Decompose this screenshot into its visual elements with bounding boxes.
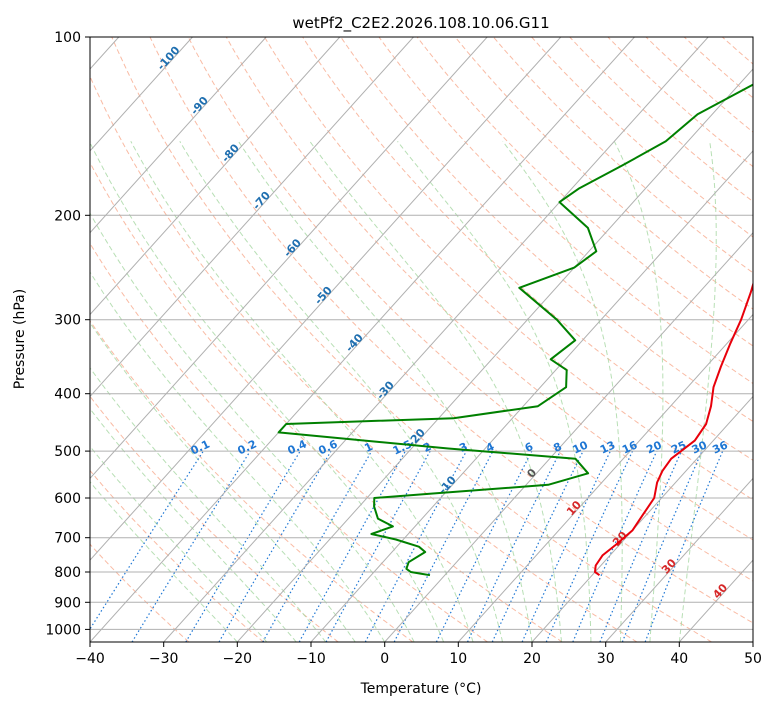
mixing-ratio-label: 36 (710, 438, 730, 456)
y-tick-label: 100 (54, 30, 81, 46)
dry-adiabat-line (187, 37, 753, 582)
isotherm-line (90, 37, 341, 316)
y-tick-label: 900 (54, 595, 81, 611)
x-tick-label: 0 (380, 651, 389, 667)
mixing-ratio-label: 16 (620, 438, 640, 456)
mixing-ratio-line (621, 450, 703, 642)
dry-adiabat-line (416, 37, 753, 347)
mixing-ratio-line (435, 450, 533, 642)
axes: −40 −30 −20 −10 0 10 20 30 40 50 1000 900 800 700 600 5… (45, 30, 762, 667)
mixing-ratio-line (298, 450, 406, 642)
mixing-ratio-line (90, 450, 204, 631)
y-tick-label: 400 (54, 387, 81, 403)
y-tick-label: 300 (54, 313, 81, 329)
isotherm-line (163, 37, 709, 642)
isotherm-line (384, 232, 753, 642)
mixing-ratio-label: 10 (571, 438, 591, 456)
x-tick-label: 50 (744, 651, 762, 667)
dry-adiabat-line (90, 161, 563, 642)
dry-adiabat-line (149, 37, 753, 624)
y-axis-label: Pressure (hPa) (12, 289, 28, 389)
dry-adiabat-line (90, 242, 488, 642)
temperature-profile-line (594, 281, 753, 577)
mixing-ratio-label: 20 (644, 438, 664, 456)
isotherm-line (90, 37, 267, 234)
y-tick-label: 600 (54, 491, 81, 507)
x-tick-label: −30 (149, 651, 179, 667)
y-tick-label: 1000 (45, 622, 81, 638)
isotherms (90, 37, 753, 642)
y-tick-label: 500 (54, 444, 81, 460)
dry-adiabat-line (340, 37, 753, 423)
x-tick-label: −20 (223, 651, 253, 667)
profile-series (277, 83, 753, 577)
x-tick-label: −10 (296, 651, 326, 667)
isotherm-line (90, 37, 562, 561)
dry-adiabat-line (90, 469, 264, 642)
x-axis-label: Temperature (°C) (360, 681, 482, 697)
x-tick-label: 20 (523, 651, 541, 667)
mixing-ratio-label: 30 (690, 438, 710, 456)
isotherm-line (90, 37, 193, 152)
plot-frame (89, 36, 754, 643)
isotherm-line (236, 68, 753, 642)
mixing-ratio-label: 25 (669, 438, 688, 456)
isotherm-line (90, 37, 488, 480)
x-tick-label: 10 (449, 651, 467, 667)
x-tick-label: −40 (75, 651, 105, 667)
mixing-ratio-label: 13 (598, 438, 617, 456)
dry-adiabat-line (264, 37, 753, 501)
mixing-ratio-line (364, 450, 467, 642)
plot-background (90, 37, 753, 642)
chart-title: wetPf2_C2E2.2026.108.10.06.G11 (292, 14, 549, 33)
dry-adiabat-line (454, 37, 753, 310)
y-tick-label: 200 (54, 208, 81, 224)
mixing-ratio-line (545, 450, 634, 642)
isotherm-line (605, 477, 753, 642)
y-tick-label: 800 (54, 565, 81, 581)
mixing-ratio-line (572, 450, 658, 642)
dry-adiabat-line (90, 75, 638, 642)
mixing-ratio-line (599, 450, 682, 642)
isotherm-line (90, 37, 414, 398)
mixing-ratio-lines (90, 450, 724, 642)
isotherm-line (752, 641, 753, 642)
pressure-gridlines (90, 37, 753, 630)
mixing-ratio-line (644, 450, 724, 642)
y-tick-label: 700 (54, 531, 81, 547)
isotherm-line (531, 395, 753, 642)
mixing-ratio-line (325, 450, 431, 642)
x-tick-label: 40 (670, 651, 688, 667)
isotherm-line (90, 37, 635, 642)
x-tick-label: 30 (597, 651, 615, 667)
isotherm-line (457, 313, 753, 642)
dewpoint-profile-line (277, 83, 753, 577)
